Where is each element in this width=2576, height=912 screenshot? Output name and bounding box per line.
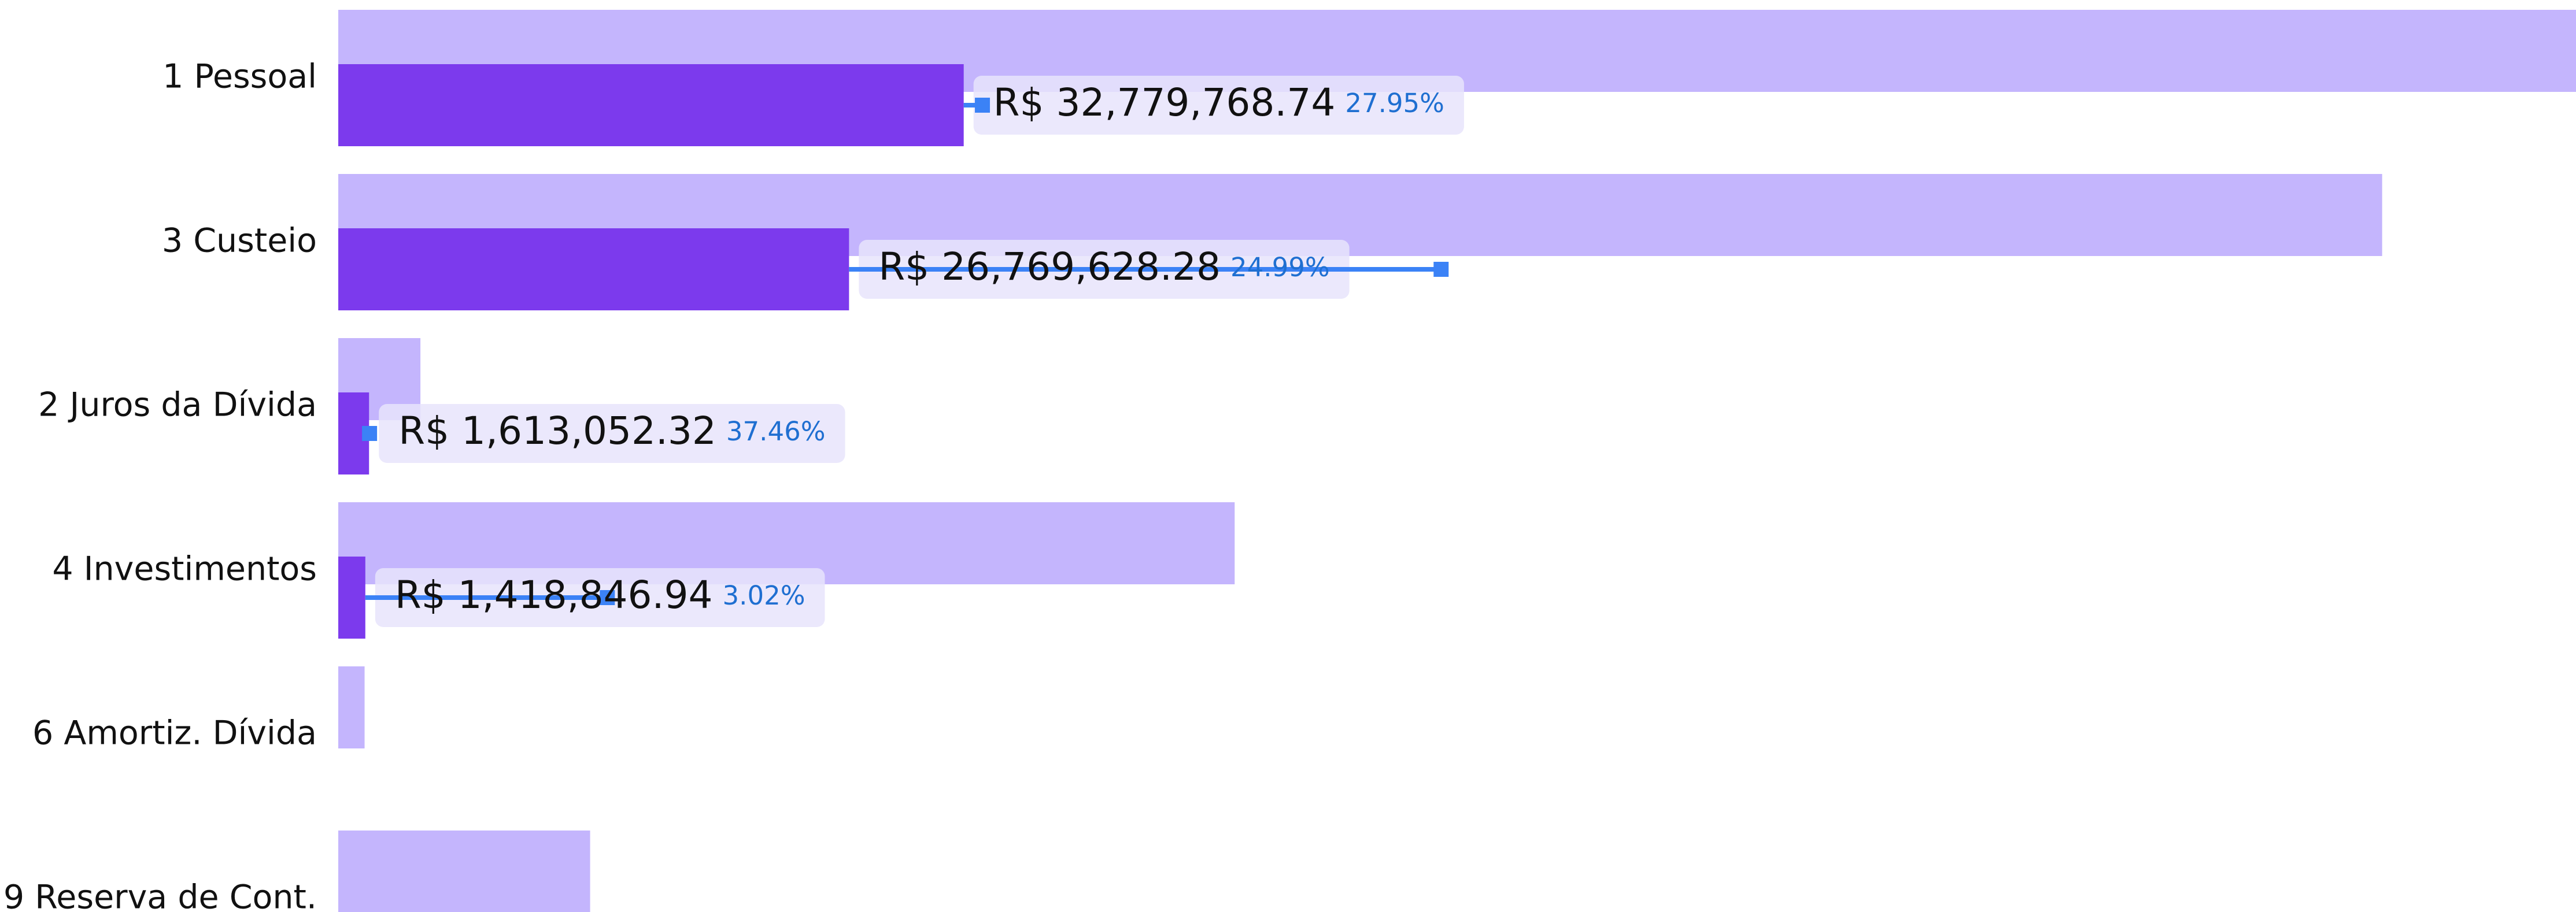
category-label: 6 Amortiz. Dívida	[32, 714, 317, 752]
category-label: 2 Juros da Dívida	[38, 386, 317, 424]
marker	[1433, 262, 1449, 277]
budget-bar	[338, 831, 590, 912]
percent-label: 3.02%	[723, 580, 805, 611]
category-label: 9 Reserva de Cont.	[3, 878, 317, 912]
category-label: 3 Custeio	[162, 222, 317, 260]
marker	[600, 590, 615, 605]
percent-label: 37.46%	[726, 416, 826, 447]
percent-label: 24.99%	[1230, 252, 1330, 283]
value-label: R$ 32,779,768.74	[993, 80, 1336, 125]
label-box	[973, 76, 1464, 135]
category-label: 1 Pessoal	[162, 58, 317, 96]
executed-bar	[338, 228, 849, 310]
executed-bar	[338, 64, 964, 146]
value-label: R$ 26,769,628.28	[878, 244, 1221, 289]
percent-label: 27.95%	[1345, 88, 1444, 118]
executed-bar	[338, 557, 365, 639]
value-label: R$ 1,418,846.94	[395, 573, 713, 617]
value-label: R$ 1,613,052.32	[398, 409, 716, 453]
marker	[975, 98, 991, 113]
category-label: 4 Investimentos	[52, 550, 317, 588]
marker	[362, 426, 378, 441]
label-box	[379, 404, 845, 463]
budget-bar	[338, 666, 365, 748]
